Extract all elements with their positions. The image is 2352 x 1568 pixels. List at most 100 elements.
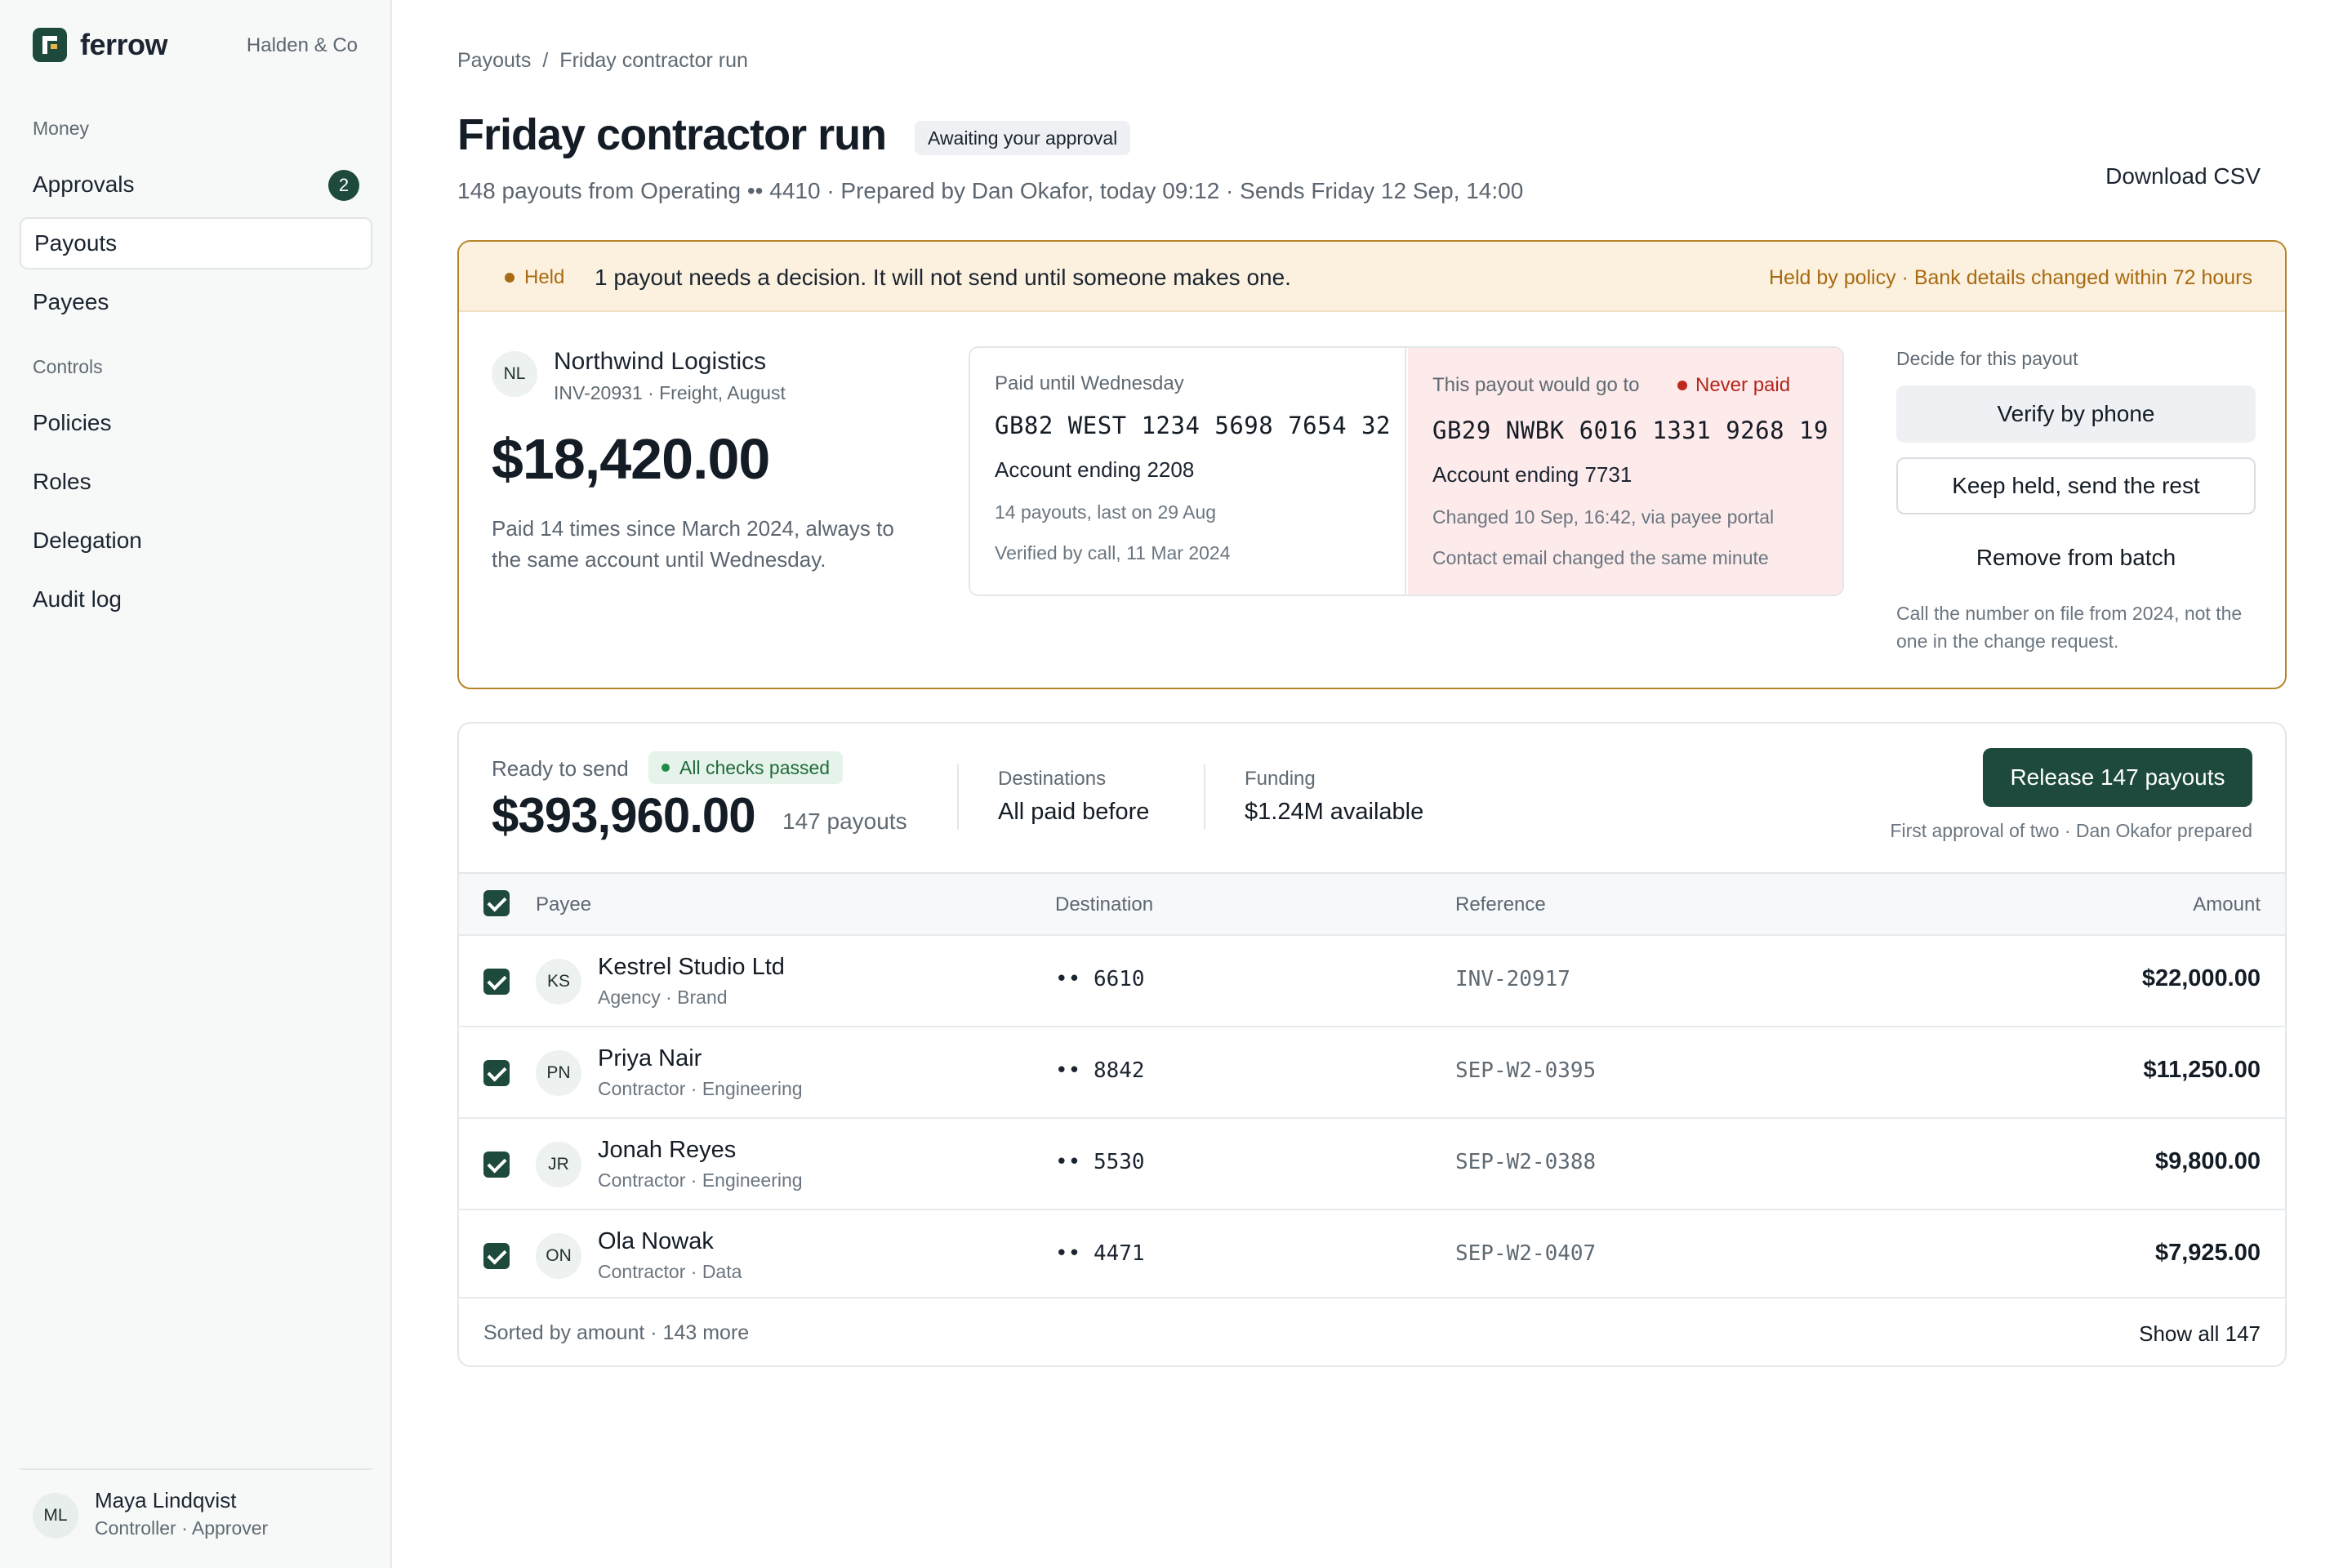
release-note: First approval of two · Dan Okafor prepa… [1890, 820, 2252, 841]
breadcrumb-current: Friday contractor run [559, 49, 748, 72]
sidebar-item-audit-log[interactable]: Audit log [20, 573, 372, 626]
row-reference: INV-20917 [1455, 967, 1570, 991]
new-iban: GB29 NWBK 6016 1331 9268 19 [1432, 416, 1829, 444]
held-payout-amount: $18,420.00 [492, 427, 770, 491]
approvals-count-badge: 2 [328, 170, 359, 201]
previous-account-verification: Verified by call, 11 Mar 2024 [995, 542, 1231, 564]
show-all-button[interactable]: Show all 147 [2139, 1321, 2261, 1346]
avatar: NL [492, 351, 537, 397]
breadcrumb-payouts-link[interactable]: Payouts [457, 49, 532, 72]
status-badge: Awaiting your approval [915, 121, 1131, 155]
sidebar-item-label: Delegation [33, 528, 142, 553]
held-banner: Held 1 payout needs a decision. It will … [459, 242, 2285, 312]
table-sort-info: Sorted by amount · 143 more [483, 1321, 750, 1344]
column-header-payee[interactable]: Payee [536, 893, 592, 915]
sidebar-item-label: Roles [33, 469, 91, 494]
ferrow-logo-icon [33, 28, 67, 62]
nav-section-controls: Controls [33, 356, 103, 377]
previous-account-label: Paid until Wednesday [995, 372, 1184, 394]
previous-account-history: 14 payouts, last on 29 Aug [995, 501, 1217, 523]
decide-label: Decide for this payout [1896, 348, 2078, 369]
destinations-value: All paid before [998, 799, 1150, 825]
row-checkbox[interactable] [483, 969, 510, 995]
held-dot-icon [505, 273, 514, 283]
row-payee-sub: Agency · Brand [598, 987, 728, 1008]
row-payee-name: Jonah Reyes [598, 1137, 737, 1163]
table-row[interactable]: JR Jonah Reyes Contractor · Engineering … [459, 1117, 2285, 1209]
page-subtitle: 148 payouts from Operating •• 4410 · Pre… [457, 178, 1524, 203]
column-header-reference[interactable]: Reference [1455, 893, 1546, 915]
row-checkbox[interactable] [483, 1060, 510, 1086]
checks-passed-badge: All checks passed [648, 751, 844, 784]
table-row[interactable]: ON Ola Nowak Contractor · Data •• 4471 S… [459, 1209, 2285, 1300]
sidebar-item-roles[interactable]: Roles [20, 456, 372, 508]
row-payee-name: Priya Nair [598, 1045, 702, 1071]
keep-held-send-rest-button[interactable]: Keep held, send the rest [1896, 457, 2256, 514]
user-role: Controller · Approver [95, 1517, 269, 1539]
stat-divider [1204, 764, 1205, 830]
user-name: Maya Lindqvist [95, 1488, 237, 1512]
breadcrumb-separator: / [542, 49, 549, 72]
row-checkbox[interactable] [483, 1243, 510, 1269]
row-reference: SEP-W2-0395 [1455, 1058, 1597, 1083]
sidebar-item-label: Policies [33, 410, 112, 435]
nav-section-money: Money [33, 118, 90, 139]
row-destination: •• 8842 [1055, 1058, 1145, 1083]
brand-name: ferrow [80, 28, 168, 61]
sidebar-item-label: Approvals [33, 172, 135, 197]
table-row[interactable]: PN Priya Nair Contractor · Engineering •… [459, 1026, 2285, 1117]
table-row[interactable]: KS Kestrel Studio Ltd Agency · Brand •• … [459, 934, 2285, 1026]
new-account-ending: Account ending 7731 [1432, 462, 1633, 487]
ready-to-send-card: Ready to send All checks passed $393,960… [457, 722, 2287, 1367]
held-payee-name[interactable]: Northwind Logistics [554, 348, 767, 375]
bank-details-comparison: Paid until Wednesday GB82 WEST 1234 5698… [969, 346, 1844, 596]
funding-value: $1.24M available [1245, 799, 1424, 825]
release-payouts-button[interactable]: Release 147 payouts [1983, 748, 2252, 807]
brand-logo[interactable]: ferrow [33, 28, 168, 62]
breadcrumb: Payouts / Friday contractor run [457, 49, 748, 73]
avatar: ON [536, 1233, 581, 1279]
sidebar-item-policies[interactable]: Policies [20, 397, 372, 449]
select-all-checkbox[interactable] [483, 890, 510, 916]
table-footer: Sorted by amount · 143 more Show all 147 [459, 1297, 2285, 1365]
avatar[interactable]: ML [33, 1493, 78, 1539]
new-account-panel: This payout would go to Never paid GB29 … [1408, 348, 1842, 595]
table-header: Payee Destination Reference Amount [459, 872, 2285, 934]
sidebar-divider [20, 1468, 372, 1470]
row-reference: SEP-W2-0407 [1455, 1241, 1597, 1266]
new-account-label: This payout would go to [1432, 374, 1640, 396]
previous-account-ending: Account ending 2208 [995, 457, 1195, 482]
row-destination: •• 6610 [1055, 967, 1145, 991]
sidebar-item-delegation[interactable]: Delegation [20, 514, 372, 567]
sidebar-item-approvals[interactable]: Approvals 2 [20, 158, 372, 211]
download-csv-button[interactable]: Download CSV [2105, 163, 2261, 189]
new-account-email-change: Contact email changed the same minute [1432, 547, 1769, 568]
row-payee-name: Ola Nowak [598, 1228, 714, 1254]
row-amount: $9,800.00 [2154, 1148, 2261, 1174]
column-header-amount[interactable]: Amount [2193, 893, 2261, 915]
row-amount: $22,000.00 [2141, 965, 2261, 991]
row-checkbox[interactable] [483, 1152, 510, 1178]
row-payee-sub: Contractor · Engineering [598, 1169, 803, 1191]
held-payee-sub: INV-20931 · Freight, August [554, 382, 786, 403]
row-amount: $7,925.00 [2154, 1240, 2261, 1266]
avatar: PN [536, 1050, 581, 1096]
destinations-label: Destinations [998, 768, 1107, 790]
ready-label: Ready to send [492, 756, 629, 781]
funding-label: Funding [1245, 768, 1316, 790]
sidebar-item-payouts[interactable]: Payouts [20, 217, 372, 270]
page-title: Friday contractor run [457, 110, 887, 159]
warning-dot-icon [1677, 381, 1687, 390]
row-destination: •• 5530 [1055, 1150, 1145, 1174]
held-reason: Held by policy · Bank details changed wi… [1768, 266, 2252, 289]
held-message: 1 payout needs a decision. It will not s… [595, 265, 1291, 290]
previous-iban: GB82 WEST 1234 5698 7654 32 [995, 412, 1391, 439]
column-header-destination[interactable]: Destination [1055, 893, 1154, 915]
sidebar-item-payees[interactable]: Payees [20, 276, 372, 328]
org-switcher[interactable]: Halden & Co [246, 34, 358, 56]
new-account-change-info: Changed 10 Sep, 16:42, via payee portal [1432, 506, 1775, 528]
never-paid-flag: Never paid [1695, 374, 1791, 396]
verify-by-phone-button[interactable]: Verify by phone [1896, 385, 2256, 443]
remove-from-batch-button[interactable]: Remove from batch [1976, 545, 2176, 570]
ready-payout-count: 147 payouts [782, 808, 907, 834]
